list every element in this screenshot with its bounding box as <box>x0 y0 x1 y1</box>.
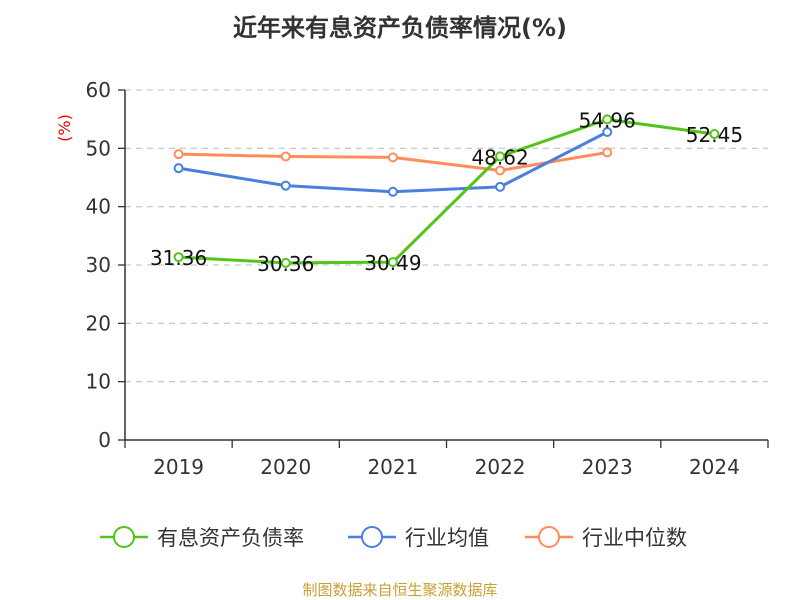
data-point <box>280 151 291 162</box>
y-tick-label: 30 <box>86 253 111 277</box>
x-tick-label: 2021 <box>367 455 418 479</box>
data-label: 54.96 <box>579 108 636 132</box>
data-point <box>387 186 398 197</box>
data-point <box>173 252 184 263</box>
source-note: 制图数据来自恒生聚源数据库 <box>302 581 498 599</box>
series-line <box>178 117 715 265</box>
data-label: 48.62 <box>471 145 528 169</box>
data-label: 52.45 <box>686 123 743 147</box>
x-tick-label: 2022 <box>475 455 526 479</box>
legend-label: 有息资产负债率 <box>157 526 304 550</box>
data-point <box>602 147 613 158</box>
x-tick-label: 2020 <box>260 455 311 479</box>
y-tick-label: 10 <box>86 370 111 394</box>
data-point <box>602 127 613 137</box>
y-tick-label: 50 <box>86 136 111 160</box>
chart-title: 近年来有息资产负债率情况(%) <box>233 14 567 42</box>
data-point <box>709 129 720 140</box>
legend-marker <box>538 526 560 548</box>
legend-label: 行业均值 <box>405 526 489 550</box>
data-point <box>173 163 184 174</box>
y-tick-label: 0 <box>98 428 111 452</box>
data-label: 30.36 <box>257 252 314 276</box>
data-point <box>387 152 398 163</box>
data-point <box>280 180 291 191</box>
y-tick-label: 20 <box>86 311 111 335</box>
x-tick-label: 2023 <box>582 455 633 479</box>
data-point <box>387 257 398 268</box>
data-point <box>602 114 613 125</box>
legend-label: 行业中位数 <box>582 526 687 550</box>
data-label: 31.36 <box>150 246 207 270</box>
x-tick-label: 2024 <box>689 455 740 479</box>
legend-marker <box>361 526 383 548</box>
data-point <box>495 151 506 162</box>
data-point <box>173 149 184 160</box>
y-tick-label: 40 <box>86 195 111 219</box>
x-tick-label: 2019 <box>153 455 204 479</box>
y-tick-label: 60 <box>86 78 111 102</box>
y-axis-label: (%) <box>55 114 74 142</box>
data-point <box>495 165 506 176</box>
legend-marker <box>113 526 135 548</box>
data-point <box>280 257 291 268</box>
data-label: 30.49 <box>364 251 421 275</box>
data-point <box>495 181 506 192</box>
